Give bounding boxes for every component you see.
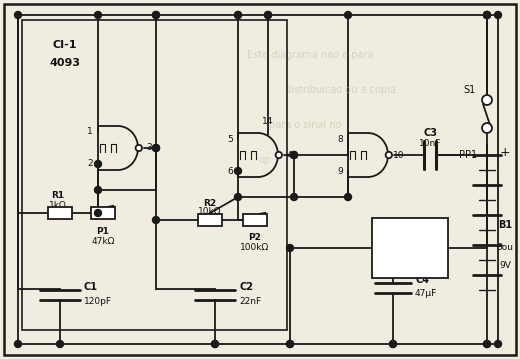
Text: R2: R2 <box>203 199 216 208</box>
Text: para o sinal no: para o sinal no <box>269 120 341 130</box>
Circle shape <box>57 340 63 348</box>
Bar <box>48 207 72 219</box>
Circle shape <box>287 340 293 348</box>
Text: 10: 10 <box>393 150 405 159</box>
Text: 6: 6 <box>227 167 233 176</box>
Text: 10nF: 10nF <box>419 139 441 148</box>
Text: 2: 2 <box>87 159 93 168</box>
Text: 120pF: 120pF <box>84 297 112 306</box>
Text: 47μF: 47μF <box>415 289 437 298</box>
Text: CI-1: CI-1 <box>53 40 77 50</box>
Circle shape <box>235 11 241 19</box>
Circle shape <box>95 11 101 19</box>
Circle shape <box>287 244 293 252</box>
Circle shape <box>152 145 160 151</box>
Text: distribuicao ou a copia: distribuicao ou a copia <box>284 85 395 95</box>
Circle shape <box>389 340 397 348</box>
Text: 5: 5 <box>227 135 233 144</box>
Bar <box>91 207 115 219</box>
Circle shape <box>212 340 218 348</box>
Text: 9: 9 <box>337 167 343 176</box>
Circle shape <box>484 11 490 19</box>
Circle shape <box>291 151 297 159</box>
Text: +: + <box>500 146 510 159</box>
Circle shape <box>265 11 271 19</box>
Bar <box>198 214 222 226</box>
Circle shape <box>495 11 501 19</box>
Circle shape <box>484 11 490 19</box>
Circle shape <box>484 340 490 348</box>
Text: 14: 14 <box>262 117 274 126</box>
Circle shape <box>15 11 21 19</box>
Circle shape <box>15 340 21 348</box>
Text: PP1: PP1 <box>459 150 477 160</box>
Text: 4093: 4093 <box>49 58 81 68</box>
Circle shape <box>287 340 293 348</box>
Text: op: op <box>259 155 271 165</box>
Text: P1: P1 <box>97 227 109 236</box>
Circle shape <box>484 11 490 19</box>
Text: 4: 4 <box>286 150 292 159</box>
Circle shape <box>386 152 392 158</box>
Circle shape <box>482 123 492 133</box>
Text: 9V: 9V <box>499 261 511 270</box>
Circle shape <box>345 11 352 19</box>
Text: 10kΩ: 10kΩ <box>198 208 222 216</box>
Text: P2: P2 <box>249 233 262 242</box>
Circle shape <box>276 152 282 158</box>
Circle shape <box>152 216 160 224</box>
Text: C2: C2 <box>239 282 253 292</box>
Text: Este diagrama nao e para: Este diagrama nao e para <box>247 50 373 60</box>
Text: C1: C1 <box>84 282 98 292</box>
Text: C4: C4 <box>415 275 429 285</box>
Text: B1: B1 <box>498 220 512 230</box>
Circle shape <box>291 151 297 159</box>
Circle shape <box>95 160 101 168</box>
Text: 8: 8 <box>337 135 343 144</box>
Circle shape <box>484 340 490 348</box>
Circle shape <box>212 340 218 348</box>
Text: S1: S1 <box>463 85 475 95</box>
Bar <box>22 20 287 330</box>
Circle shape <box>389 340 397 348</box>
Circle shape <box>152 145 160 151</box>
Circle shape <box>152 11 160 19</box>
Circle shape <box>235 168 241 174</box>
Text: 47kΩ: 47kΩ <box>92 237 115 246</box>
Text: R1: R1 <box>51 191 64 200</box>
Circle shape <box>136 145 142 151</box>
Circle shape <box>235 194 241 200</box>
Circle shape <box>95 186 101 194</box>
Text: 3: 3 <box>146 144 152 153</box>
Text: 1: 1 <box>87 127 93 136</box>
Bar <box>372 218 448 278</box>
Circle shape <box>291 194 297 200</box>
Text: 22nF: 22nF <box>239 297 261 306</box>
Bar <box>243 214 267 226</box>
Circle shape <box>482 95 492 105</box>
Text: 6ou: 6ou <box>497 243 514 252</box>
Text: G1: G1 <box>402 261 418 271</box>
Circle shape <box>95 210 101 216</box>
Circle shape <box>265 11 271 19</box>
Text: 1kΩ: 1kΩ <box>49 200 67 210</box>
Text: C3: C3 <box>423 128 437 138</box>
Circle shape <box>495 340 501 348</box>
Text: 100kΩ: 100kΩ <box>240 243 270 252</box>
Circle shape <box>235 11 241 19</box>
Circle shape <box>345 194 352 200</box>
Circle shape <box>152 11 160 19</box>
